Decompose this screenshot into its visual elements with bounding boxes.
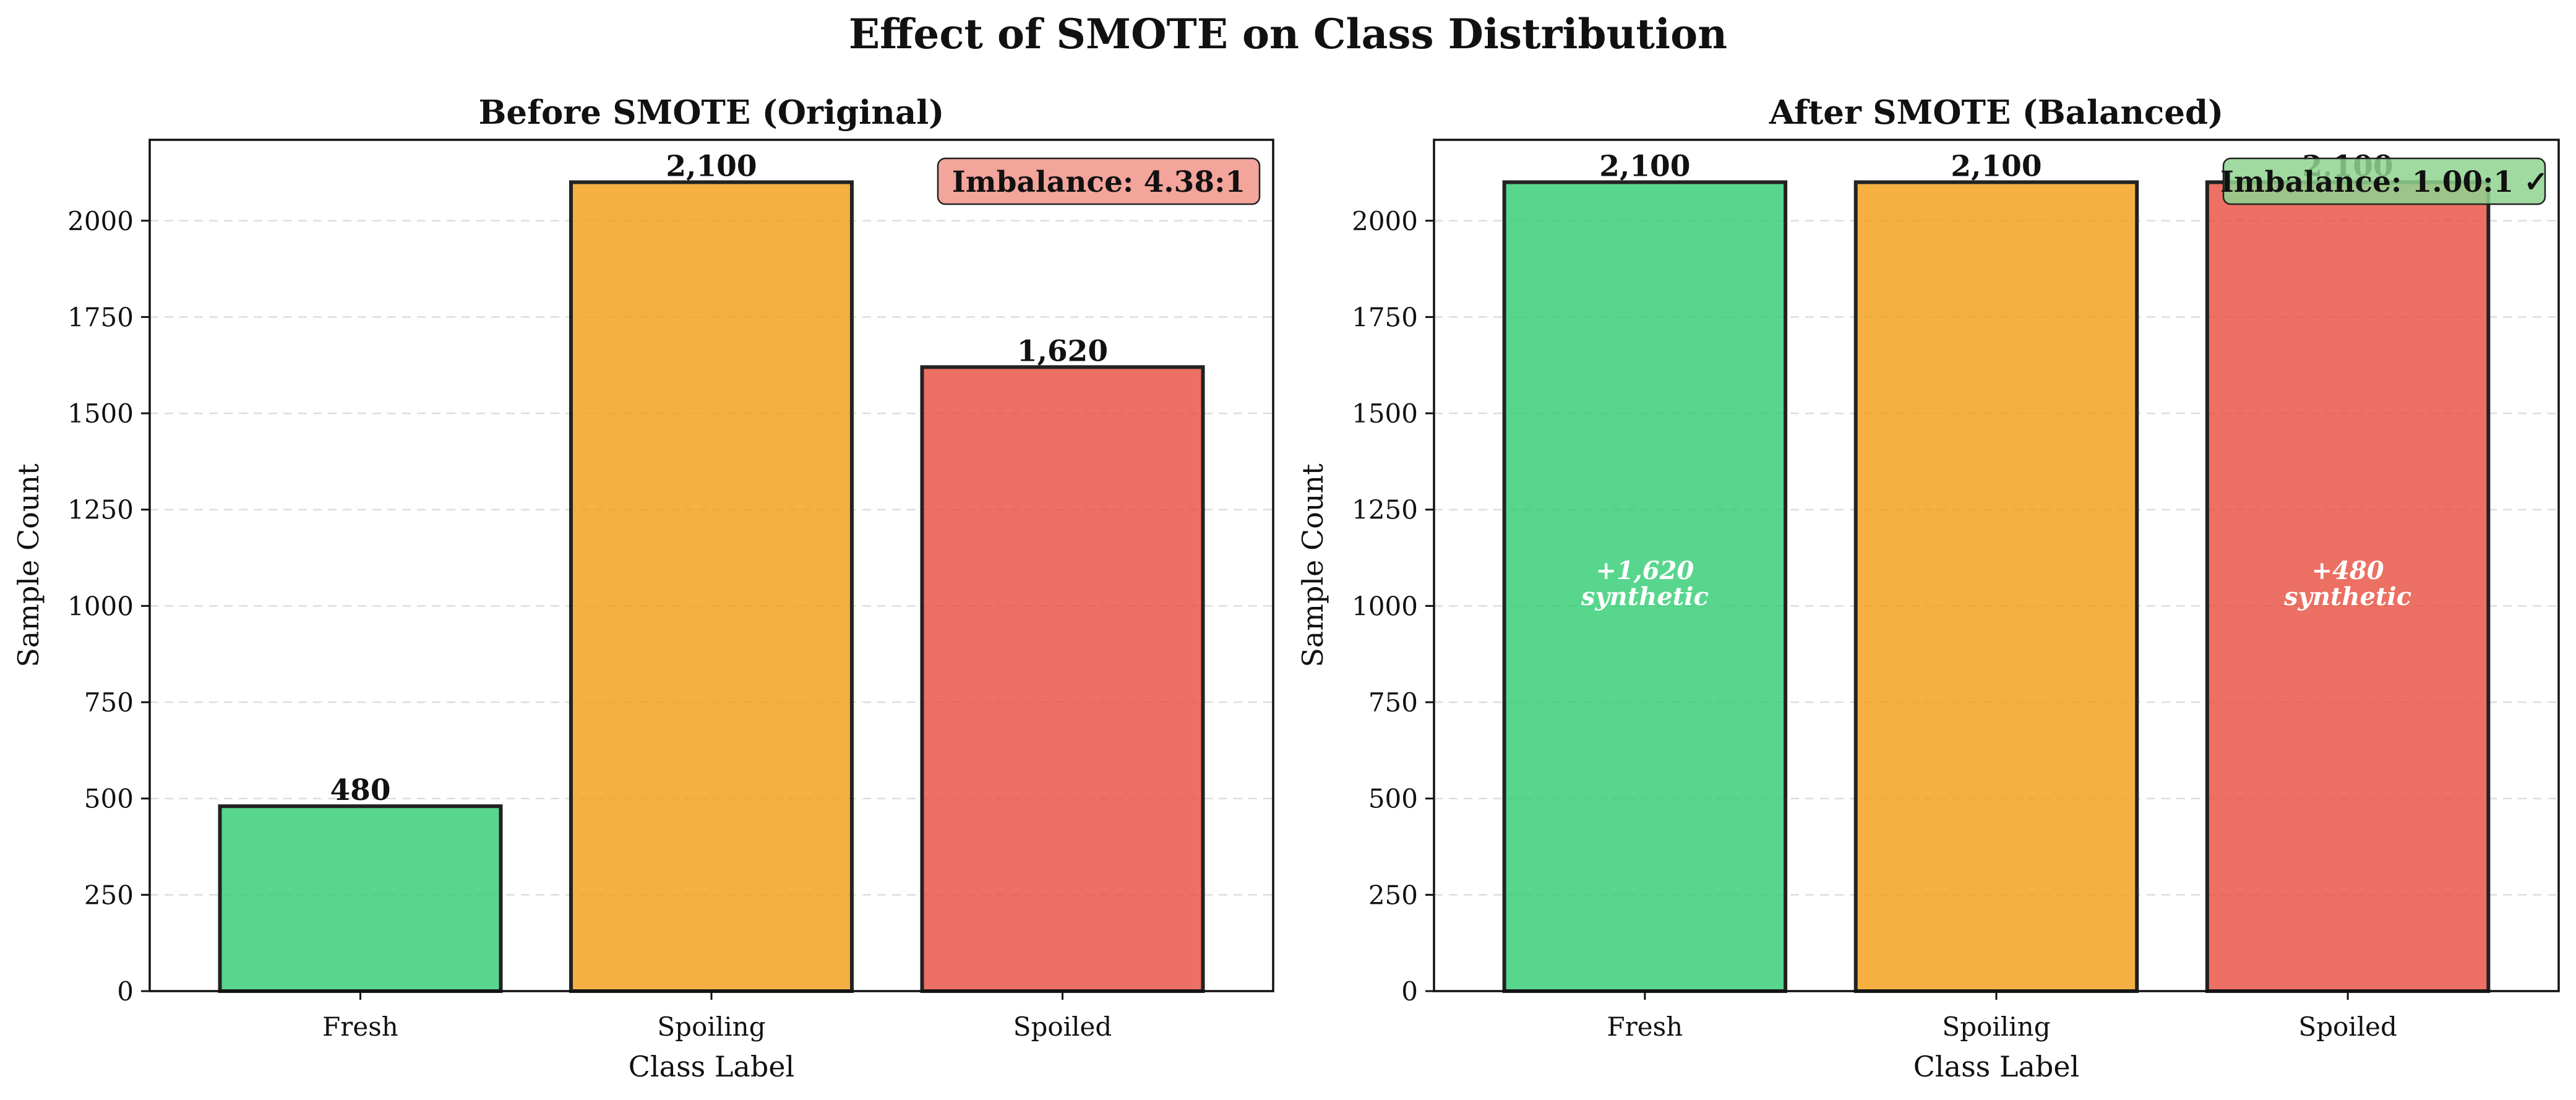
y-tick-label: 0 (1401, 976, 1418, 1007)
imbalance-badge-text: Imbalance: 4.38:1 (952, 165, 1245, 199)
y-tick-label: 250 (84, 880, 134, 910)
value-label: 480 (330, 773, 390, 807)
chart-panel-2: 2,1002,1002,100+1,620synthetic+480synthe… (1296, 93, 2560, 1083)
y-tick-label: 250 (1368, 880, 1418, 910)
value-label: 2,100 (666, 149, 757, 183)
bar-spoiling (1853, 180, 2139, 994)
y-tick-label: 1750 (1352, 302, 1418, 332)
figure-title: Effect of SMOTE on Class Distribution (849, 10, 1727, 58)
y-tick-label: 0 (117, 976, 134, 1007)
y-tick-label: 750 (84, 687, 134, 718)
bar-spoiling (569, 180, 854, 994)
y-tick-label: 1000 (1352, 591, 1418, 621)
x-axis-label: Class Label (629, 1050, 795, 1083)
y-tick-label: 500 (84, 784, 134, 814)
y-tick-label: 1750 (67, 302, 134, 332)
y-axis-label: Sample Count (1296, 463, 1329, 668)
axes-frame (148, 139, 1274, 992)
y-tick-label: 500 (1368, 784, 1418, 814)
x-axis-label: Class Label (1913, 1050, 2080, 1083)
chart-panels: 480 2,100 1,620 0 250 500 750 1000 1250 1500 1750 2… (12, 93, 2560, 1083)
y-tick-label: 1500 (67, 398, 134, 429)
synthetic-label: +480 synthetic (2283, 556, 2411, 611)
y-tick-label: 750 (1368, 687, 1418, 718)
y-tick-label: 2000 (1352, 206, 1418, 236)
synthetic-label: +1,620 synthetic (1581, 556, 1709, 611)
axes-frame (1433, 139, 2560, 992)
y-tick-label: 1500 (1352, 398, 1418, 429)
x-tick-label: Spoiling (1942, 1012, 2050, 1042)
bar-fresh (218, 804, 503, 993)
x-tick-label: Spoiling (657, 1012, 765, 1042)
y-tick-label: 2000 (67, 206, 134, 236)
value-label: 2,100 (1951, 149, 2041, 183)
y-tick-label: 1250 (67, 495, 134, 525)
imbalance-badge (937, 157, 1261, 205)
bar-fresh (1502, 180, 1788, 994)
imbalance-badge-text: Imbalance: 1.00:1 ✓ (2220, 165, 2548, 199)
chart-panel-1: 480 2,100 1,620 0 250 500 750 1000 1250 1500 1750 2… (12, 93, 1274, 1083)
imbalance-badge (2222, 157, 2546, 205)
x-tick-label: Fresh (322, 1012, 398, 1042)
value-label: 2,100 (1599, 149, 1690, 183)
x-tick-label: Spoiled (1013, 1012, 1112, 1042)
chart-title: Before SMOTE (Original) (479, 93, 945, 132)
bar-spoiled (920, 365, 1205, 993)
chart-title: After SMOTE (Balanced) (1769, 93, 2223, 132)
y-tick-label: 1250 (1352, 495, 1418, 525)
x-tick-label: Spoiled (2298, 1012, 2397, 1042)
y-tick-label: 1000 (67, 591, 134, 621)
value-label: 1,620 (1017, 334, 1108, 368)
y-axis-label: Sample Count (12, 463, 45, 668)
x-tick-label: Fresh (1607, 1012, 1683, 1042)
